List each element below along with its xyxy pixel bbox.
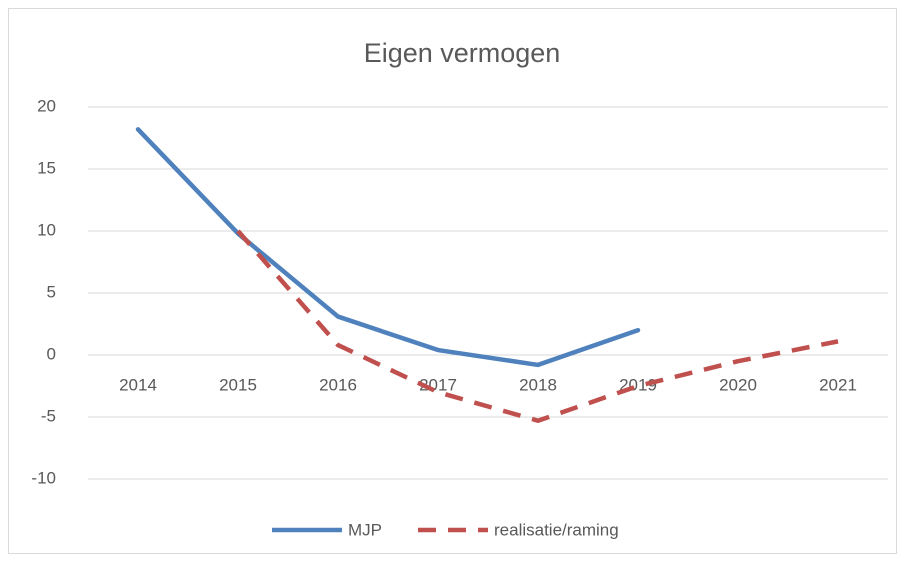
x-tick-label: 2020 bbox=[719, 375, 757, 394]
legend-label: MJP bbox=[348, 520, 382, 539]
x-tick-label: 2016 bbox=[319, 375, 357, 394]
x-tick-label: 2014 bbox=[119, 375, 157, 394]
y-tick-label: -5 bbox=[41, 406, 56, 425]
y-tick-label: 10 bbox=[37, 220, 56, 239]
x-tick-label: 2021 bbox=[819, 375, 857, 394]
series-line bbox=[135, 127, 641, 368]
y-tick-label: 15 bbox=[37, 158, 56, 177]
y-tick-label: 0 bbox=[47, 344, 56, 363]
y-tick-label: -10 bbox=[31, 468, 56, 487]
chart-border bbox=[8, 8, 897, 554]
series-line bbox=[236, 229, 839, 423]
y-tick-label: 5 bbox=[47, 282, 56, 301]
x-tick-label: 2015 bbox=[219, 375, 257, 394]
legend-label: realisatie/raming bbox=[494, 520, 619, 539]
y-tick-label: 20 bbox=[37, 96, 56, 115]
chart-title: Eigen vermogen bbox=[364, 38, 561, 68]
x-tick-label: 2018 bbox=[519, 375, 557, 394]
